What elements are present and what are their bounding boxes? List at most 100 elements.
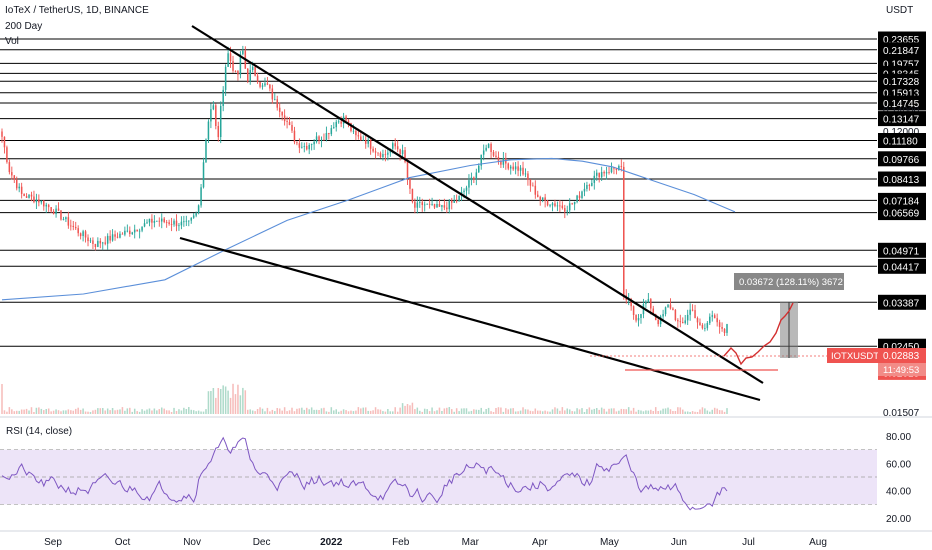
candle-body: [124, 230, 126, 235]
candle-body: [374, 151, 377, 153]
volume-bar: [15, 410, 18, 414]
volume-bar: [377, 409, 379, 414]
symbol-title[interactable]: IoTeX / TetherUS, 1D, BINANCE: [5, 5, 149, 16]
volume-bar: [207, 391, 210, 414]
candle-body: [197, 205, 200, 214]
volume-bar: [293, 411, 296, 414]
candle-body: [195, 213, 197, 216]
candle-body: [360, 136, 362, 141]
candle-body: [136, 229, 138, 232]
candle-body: [696, 318, 699, 323]
candle-body: [428, 203, 431, 205]
candle-body: [15, 179, 18, 189]
volume-bar: [667, 407, 669, 414]
candle-body: [92, 240, 94, 244]
candle-body: [726, 324, 728, 333]
volume-bar: [3, 410, 6, 414]
volume-bar: [165, 410, 168, 414]
candle-body: [52, 211, 55, 214]
candle-body: [313, 141, 315, 145]
volume-bar: [217, 388, 220, 414]
volume-bar: [131, 411, 134, 414]
volume-bar: [244, 390, 247, 414]
candles[interactable]: [1, 45, 728, 336]
candle-body: [610, 167, 613, 173]
volume-bar: [313, 409, 315, 414]
candle-body: [269, 84, 271, 89]
volume-bar: [318, 410, 320, 414]
measure-box[interactable]: 0.03672 (128.11%) 3672: [723, 273, 844, 366]
volume-bar: [473, 409, 475, 414]
volume-bar: [716, 408, 718, 414]
volume-bar: [608, 408, 610, 414]
volume-bar: [114, 410, 116, 414]
volume-bar: [6, 411, 8, 414]
candle-body: [414, 201, 416, 208]
volume-bar: [52, 410, 55, 414]
candle-body: [431, 204, 433, 205]
candle-body: [165, 222, 168, 223]
volume-bar: [310, 407, 313, 414]
volume-bar: [138, 411, 141, 414]
volume-bar: [202, 411, 205, 414]
volume-bar: [173, 407, 175, 414]
volume-bar: [183, 407, 185, 414]
candle-body: [70, 225, 72, 227]
candle-body: [721, 327, 723, 329]
candle-body: [89, 240, 92, 242]
candle-body: [475, 172, 478, 179]
volume-bar: [82, 408, 84, 414]
candle-body: [219, 106, 222, 137]
candle-body: [512, 166, 514, 170]
rsi-pane[interactable]: RSI (14, close) 80.00 60.00 40.00 20.00: [0, 416, 932, 525]
candle-body: [288, 122, 291, 125]
candle-body: [178, 225, 180, 227]
candle-body: [242, 50, 244, 55]
candle-body: [549, 205, 551, 207]
volume-bar: [571, 411, 573, 414]
candle-body: [347, 120, 350, 123]
volume-bar: [60, 411, 62, 414]
volume-bar: [374, 407, 377, 414]
candle-body: [239, 54, 242, 75]
volume-bar: [77, 407, 79, 414]
candle-body: [281, 111, 283, 116]
trendlines[interactable]: [179, 25, 877, 402]
volume-bar: [657, 411, 659, 414]
candle-body: [487, 143, 490, 148]
volume-bar: [711, 409, 714, 414]
candle-body: [458, 195, 460, 202]
candle-body: [605, 172, 608, 174]
time-tick: Jun: [671, 537, 687, 548]
price-label: 0.11180: [883, 137, 918, 148]
candle-body: [286, 121, 288, 122]
candle-body: [571, 203, 573, 205]
candle-body: [293, 130, 296, 143]
symbol-tag-box: [827, 348, 878, 363]
volume-bar: [23, 409, 25, 414]
candle-body: [446, 207, 448, 210]
candle-body: [455, 200, 458, 202]
volume-bar: [94, 409, 97, 414]
volume-bar: [330, 407, 333, 414]
price-label-box: [878, 95, 926, 111]
candle-body: [303, 146, 306, 147]
time-axis[interactable]: Sep Oct Nov Dec 2022 Feb Mar Apr May Jun Jul Aug: [0, 530, 932, 548]
candle-body: [146, 222, 148, 224]
candle-body: [711, 315, 714, 317]
volume-bar: [18, 410, 20, 414]
volume-bar: [591, 409, 593, 414]
candle-body: [436, 204, 438, 208]
volume-bar: [541, 411, 544, 414]
volume-bar: [519, 410, 522, 414]
volume-legend[interactable]: Vol: [5, 36, 19, 47]
candle-body: [603, 172, 605, 174]
volume-bar: [111, 408, 114, 414]
volume-bar: [281, 410, 283, 414]
volume-bar: [595, 408, 598, 414]
volume-bar: [669, 409, 672, 414]
volume-bar: [696, 412, 699, 414]
ma-legend[interactable]: 200 Day: [5, 21, 43, 32]
time-tick: Aug: [809, 537, 827, 548]
